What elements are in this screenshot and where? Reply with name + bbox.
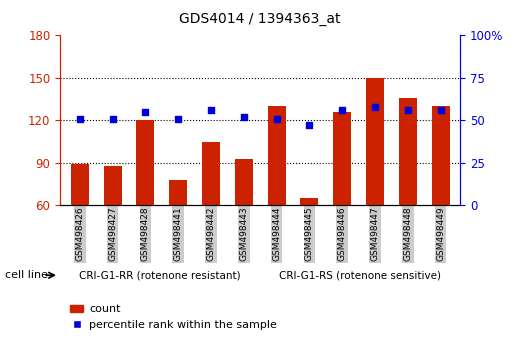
Text: GDS4014 / 1394363_at: GDS4014 / 1394363_at [179,12,341,27]
Bar [268,106,286,205]
Bar [366,78,384,205]
Point [207,107,215,113]
Bar [169,180,187,205]
Text: CRI-G1-RR (rotenone resistant): CRI-G1-RR (rotenone resistant) [79,270,241,280]
Point [240,114,248,120]
Text: cell line: cell line [5,270,48,280]
Point [436,107,445,113]
Point [338,107,346,113]
Point [141,109,150,115]
Legend: count, percentile rank within the sample: count, percentile rank within the sample [66,300,281,334]
Point [76,116,84,121]
Bar [104,166,122,205]
Text: CRI-G1-RS (rotenone sensitive): CRI-G1-RS (rotenone sensitive) [279,270,441,280]
Point [371,104,379,110]
Bar [71,164,89,205]
Point [305,122,314,128]
Bar [202,142,220,205]
Point [174,116,183,121]
Point [404,107,412,113]
Point [108,116,117,121]
Point [272,116,281,121]
Bar [333,112,351,205]
Bar [300,198,319,205]
Bar [431,106,450,205]
Bar [137,120,154,205]
Bar [399,98,417,205]
Bar [235,159,253,205]
